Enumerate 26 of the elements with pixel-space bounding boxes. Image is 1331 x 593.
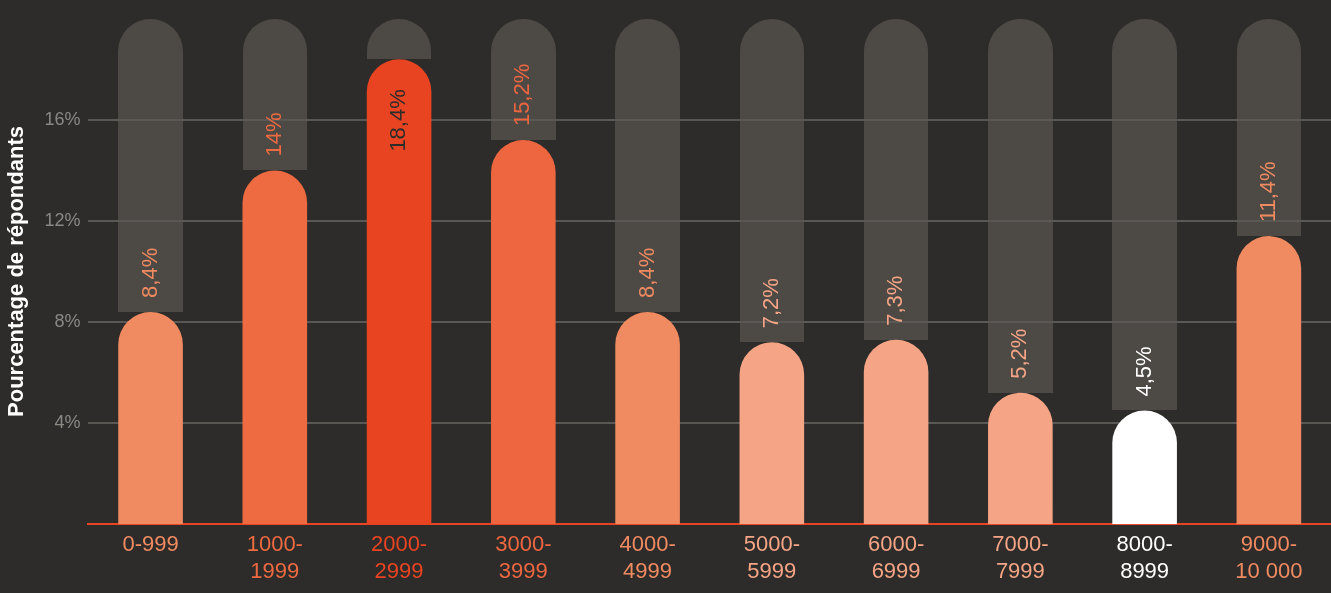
y-axis-title: Pourcentage de répondants [3, 126, 29, 417]
data-label: 18,4% [385, 89, 411, 152]
data-label: 7,3% [882, 275, 908, 326]
x-tick-label: 6000- 6999 [867, 531, 925, 583]
data-label: 8,4% [633, 247, 659, 298]
x-tick-label: 7000- 7999 [992, 531, 1049, 583]
data-label: 4,5% [1130, 346, 1156, 397]
data-label: 11,4% [1254, 161, 1280, 223]
x-tick-label: 2000- 2999 [370, 531, 428, 583]
y-tick-label: 4% [54, 412, 81, 433]
bar [1112, 410, 1177, 525]
x-tick-label: 3000- 3999 [495, 531, 552, 583]
data-label: 8,4% [136, 247, 162, 298]
x-tick-label: 9000- 10 000 [1235, 531, 1303, 583]
x-tick-label: 0-999 [122, 531, 179, 557]
data-label: 7,2% [757, 278, 783, 329]
y-tick-label: 8% [54, 311, 81, 332]
y-tick-label: 12% [44, 209, 81, 230]
x-tick-label: 4000- 4999 [619, 531, 676, 583]
data-label: 5,2% [1006, 328, 1032, 379]
x-tick-label: 1000- 1999 [246, 531, 303, 583]
data-label: 15,2% [509, 63, 535, 127]
data-label: 14% [260, 112, 286, 157]
x-tick-label: 8000- 8999 [1116, 531, 1173, 583]
x-tick-label: 5000- 5999 [743, 531, 800, 583]
y-tick-label: 16% [44, 108, 81, 129]
